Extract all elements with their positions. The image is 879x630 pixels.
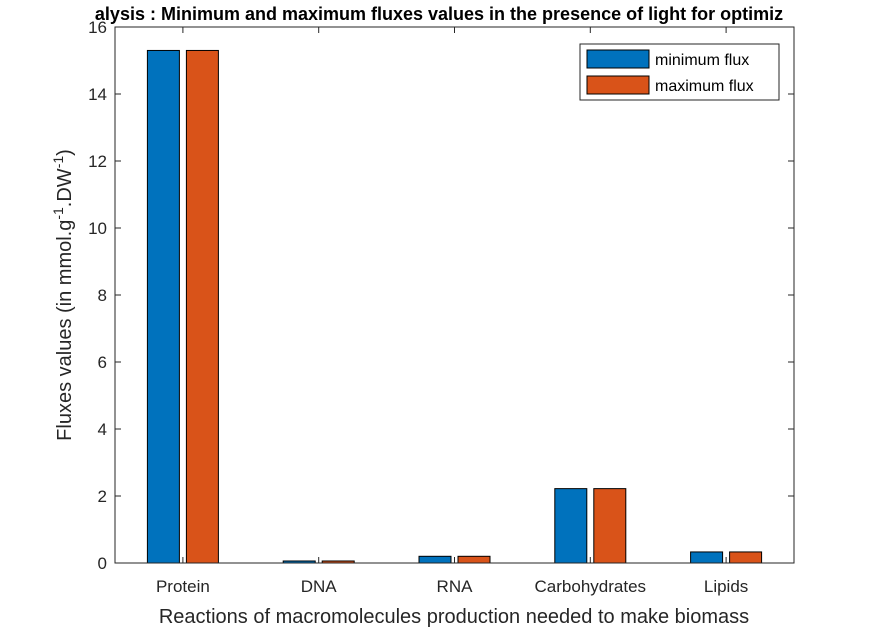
x-tick-label-lipids: Lipids bbox=[704, 577, 748, 596]
x-tick-label-protein: Protein bbox=[156, 577, 210, 596]
y-tick-label-0: 0 bbox=[98, 554, 107, 573]
y-axis-label-end: ) bbox=[54, 149, 76, 156]
bar-minimum-flux-rna bbox=[418, 555, 452, 564]
legend: minimum flux maximum flux bbox=[579, 43, 780, 101]
x-tick-label-dna: DNA bbox=[301, 577, 338, 596]
y-axis-label-sup-1: -1 bbox=[50, 207, 66, 220]
x-axis: Protein DNA RNA Carbohydrates Lipids bbox=[156, 27, 748, 596]
bar-minimum-flux-lipids bbox=[690, 551, 724, 564]
y-tick-label-8: 8 bbox=[98, 286, 107, 305]
y-tick-label-14: 14 bbox=[88, 85, 107, 104]
bar-maximum-flux-protein bbox=[185, 49, 219, 564]
x-axis-label: Reactions of macromolecules production n… bbox=[159, 606, 749, 628]
bar-minimum-flux-protein bbox=[146, 49, 180, 564]
x-tick-label-carbohydrates: Carbohydrates bbox=[535, 577, 647, 596]
y-tick-label-4: 4 bbox=[98, 420, 107, 439]
legend-swatch-maximum-flux bbox=[586, 75, 650, 95]
y-tick-label-6: 6 bbox=[98, 353, 107, 372]
bar-maximum-flux-carbohydrates bbox=[593, 488, 627, 564]
y-axis-label: Fluxes values (in mmol.g-1.DW-1) bbox=[50, 149, 76, 441]
legend-swatch-minimum-flux bbox=[586, 49, 650, 69]
y-axis-label-sup-2: -1 bbox=[50, 156, 66, 169]
y-tick-label-12: 12 bbox=[88, 152, 107, 171]
bar-maximum-flux-rna bbox=[457, 555, 491, 564]
y-axis-label-mid: .DW bbox=[54, 168, 76, 207]
bar-maximum-flux-lipids bbox=[729, 551, 763, 564]
x-tick-label-rna: RNA bbox=[437, 577, 474, 596]
legend-label-minimum-flux: minimum flux bbox=[655, 52, 749, 69]
legend-label-maximum-flux: maximum flux bbox=[655, 78, 754, 95]
chart-title: alysis : Minimum and maximum fluxes valu… bbox=[95, 4, 783, 24]
y-tick-label-10: 10 bbox=[88, 219, 107, 238]
y-axis: 0 2 4 6 8 10 12 14 16 bbox=[88, 18, 794, 573]
y-axis-label-main: Fluxes values (in mmol.g bbox=[54, 220, 76, 441]
y-tick-label-2: 2 bbox=[98, 487, 107, 506]
bar-minimum-flux-carbohydrates bbox=[554, 488, 588, 564]
bars-layer bbox=[146, 49, 763, 564]
y-tick-label-16: 16 bbox=[88, 18, 107, 37]
